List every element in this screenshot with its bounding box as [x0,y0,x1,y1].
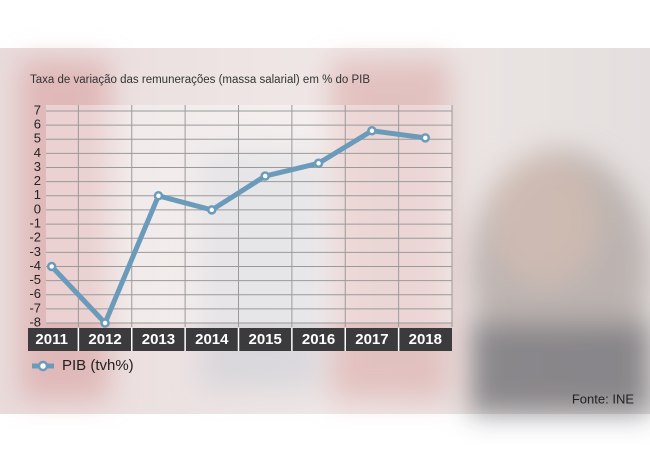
x-tick-label: 2014 [195,331,229,348]
plot-background [46,105,452,323]
data-point [313,158,324,169]
data-point [207,205,217,215]
data-point [100,318,110,328]
y-tick-label: -3 [29,244,41,259]
legend-swatch-marker [37,360,49,372]
y-tick-label: 5 [34,131,41,146]
legend-label: PIB (tvh%) [62,357,134,374]
series-line [49,128,426,326]
y-tick-label: -4 [29,258,41,273]
y-tick-label: 4 [34,145,41,160]
data-point [420,133,431,143]
data-point [153,191,164,201]
y-tick-label: -2 [29,230,41,245]
y-tick-label: 1 [34,187,41,202]
data-point [260,171,270,181]
chart-title: Taxa de variação das remunerações (massa… [30,74,370,86]
y-tick-label: 2 [34,173,41,188]
x-tick-label: 2011 [35,331,68,348]
data-point [367,126,377,136]
y-tick-label: -1 [29,216,41,231]
data-point [46,261,57,272]
y-tick-label: -8 [29,314,41,329]
source-note: Fonte: INE [572,391,634,406]
x-tick-label: 2013 [142,331,175,348]
y-tick-label: -7 [29,300,41,315]
x-tick-label: 2018 [409,331,442,348]
y-tick-label: -6 [29,286,41,301]
y-tick-label: 6 [34,117,41,132]
y-tick-label: 3 [34,159,41,174]
y-tick-label: 7 [34,102,41,117]
x-tick-label: 2017 [355,331,388,348]
x-tick-label: 2012 [88,331,121,348]
x-tick-label: 2015 [249,331,282,348]
x-tick-label: 2016 [302,331,335,348]
y-tick-label: -5 [29,272,41,287]
background-photo [0,48,650,414]
y-tick-label: 0 [34,201,41,216]
